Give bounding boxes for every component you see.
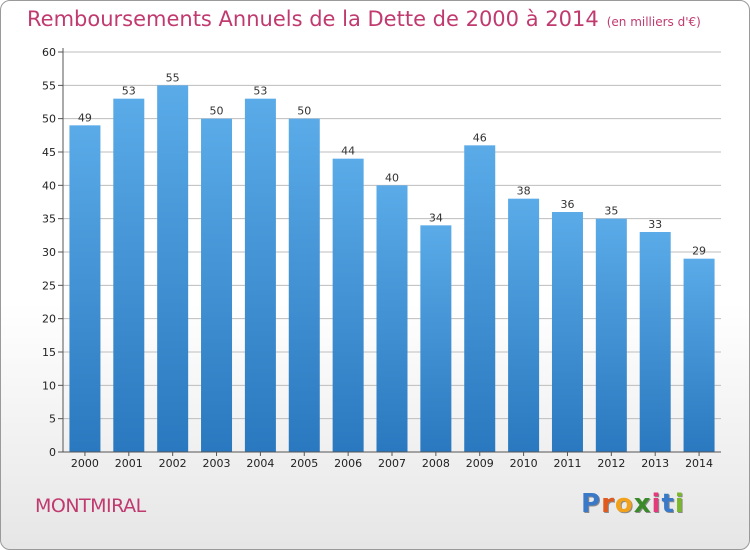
value-label: 49	[78, 111, 92, 124]
x-tick-label: 2011	[553, 457, 581, 470]
x-tick-label: 2003	[203, 457, 231, 470]
bars	[69, 85, 715, 453]
bar	[464, 145, 496, 453]
value-label: 34	[429, 211, 443, 224]
proxiti-logo: Proxiti	[581, 489, 685, 519]
bar	[332, 158, 364, 452]
y-tick-label: 30	[42, 246, 56, 259]
x-tick-label: 2014	[685, 457, 713, 470]
value-label: 36	[560, 198, 574, 211]
y-tick-label: 35	[42, 213, 56, 226]
x-tick-label: 2010	[510, 457, 538, 470]
x-tick-label: 2006	[334, 457, 362, 470]
chart-title-text: Remboursements Annuels de la Dette de 20…	[27, 7, 599, 31]
x-tick-label: 2005	[290, 457, 318, 470]
bar	[420, 225, 452, 452]
x-tick-label: 2012	[597, 457, 625, 470]
logo-letter: P	[581, 489, 602, 519]
x-tick-label: 2009	[466, 457, 494, 470]
bar	[201, 118, 233, 453]
value-label: 40	[385, 171, 399, 184]
bar	[69, 125, 101, 452]
bar	[113, 98, 145, 453]
logo-letter: i	[674, 489, 685, 519]
unit-note: (en milliers d'€)	[606, 15, 701, 29]
chart-title: Remboursements Annuels de la Dette de 20…	[27, 7, 701, 31]
labels: 49 2000 53 2001 55 2002 50 2003 53 2004 50 2005 44 20…	[71, 71, 713, 470]
value-label: 53	[253, 85, 267, 98]
bar	[157, 85, 189, 452]
value-label: 38	[517, 185, 531, 198]
y-tick-label: 15	[42, 346, 56, 359]
logo-letter: t	[661, 489, 675, 519]
x-tick-label: 2013	[641, 457, 669, 470]
logo-letter: i	[651, 489, 662, 519]
y-tick-label: 10	[42, 379, 56, 392]
y-tick-label: 5	[49, 413, 56, 426]
bar	[595, 218, 627, 452]
value-label: 44	[341, 145, 355, 158]
y-tick-label: 25	[42, 279, 56, 292]
logo-letter: o	[614, 489, 634, 519]
value-label: 29	[692, 245, 706, 258]
y-tick-label: 0	[49, 446, 56, 459]
x-tick-label: 2008	[422, 457, 450, 470]
value-label: 55	[166, 71, 180, 84]
bar	[376, 185, 408, 453]
bar	[683, 258, 715, 452]
y-tick-label: 45	[42, 146, 56, 159]
bar	[244, 98, 276, 453]
logo-letter: x	[633, 489, 652, 519]
bar	[639, 232, 671, 452]
bar	[508, 198, 540, 452]
value-label: 46	[473, 131, 487, 144]
value-label: 35	[604, 205, 618, 218]
x-tick-label: 2002	[159, 457, 187, 470]
bar	[551, 212, 583, 452]
bar	[288, 118, 320, 453]
y-tick-label: 60	[42, 46, 56, 59]
place-name: MONTMIRAL	[35, 495, 146, 517]
y-tick-label: 50	[42, 113, 56, 126]
x-tick-label: 2004	[246, 457, 274, 470]
x-tick-label: 2007	[378, 457, 406, 470]
value-label: 50	[297, 105, 311, 118]
value-label: 50	[210, 105, 224, 118]
x-tick-label: 2000	[71, 457, 99, 470]
value-label: 53	[122, 85, 136, 98]
axes: 0 5 10 15 20 25 30 35 40 45 50 55 60	[42, 46, 721, 459]
y-tick-label: 40	[42, 179, 56, 192]
x-tick-label: 2001	[115, 457, 143, 470]
y-tick-label: 20	[42, 313, 56, 326]
y-tick-label: 55	[42, 79, 56, 92]
logo-letter: r	[601, 489, 615, 519]
value-label: 33	[648, 218, 662, 231]
